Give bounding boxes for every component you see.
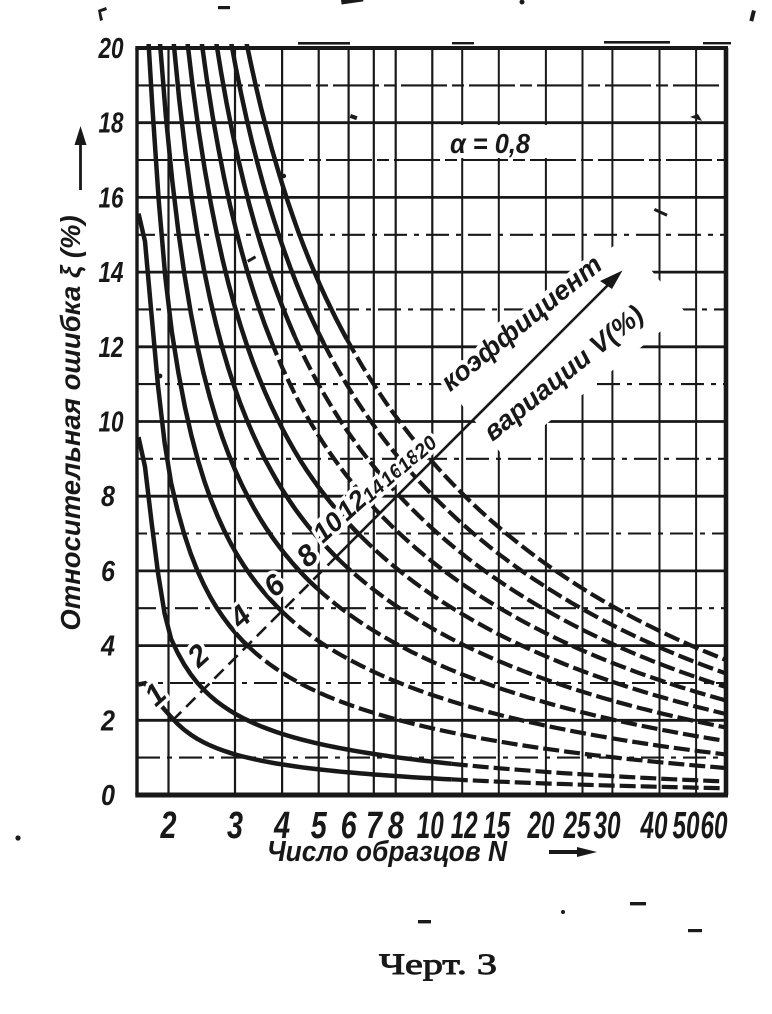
svg-text:8: 8 bbox=[101, 481, 116, 513]
svg-text:α = 0,8: α = 0,8 bbox=[450, 128, 530, 159]
svg-text:Черт. 3: Черт. 3 bbox=[379, 948, 497, 981]
svg-text:18: 18 bbox=[99, 108, 125, 140]
svg-text:6: 6 bbox=[341, 805, 358, 847]
svg-text:Число образцов N: Число образцов N bbox=[267, 836, 508, 868]
svg-text:0: 0 bbox=[101, 780, 115, 812]
svg-text:2: 2 bbox=[160, 805, 177, 847]
svg-text:3: 3 bbox=[227, 805, 243, 847]
svg-text:5: 5 bbox=[311, 805, 328, 847]
svg-text:8: 8 bbox=[388, 805, 405, 847]
svg-text:50: 50 bbox=[673, 805, 700, 847]
svg-text:60: 60 bbox=[701, 805, 728, 847]
svg-text:7: 7 bbox=[366, 805, 383, 847]
svg-text:12: 12 bbox=[451, 805, 478, 847]
svg-text:6: 6 bbox=[101, 556, 116, 588]
svg-text:15: 15 bbox=[483, 805, 511, 847]
svg-text:2: 2 bbox=[100, 705, 115, 737]
svg-text:16: 16 bbox=[99, 182, 125, 214]
svg-text:25: 25 bbox=[563, 805, 591, 847]
svg-text:20: 20 bbox=[527, 805, 555, 847]
svg-text:12: 12 bbox=[99, 332, 124, 364]
svg-text:Относительная ошибка ξ (%): Относительная ошибка ξ (%) bbox=[55, 215, 86, 630]
svg-text:4: 4 bbox=[100, 631, 115, 663]
svg-text:4: 4 bbox=[273, 805, 290, 847]
svg-text:20: 20 bbox=[98, 33, 124, 65]
svg-text:40: 40 bbox=[640, 805, 668, 847]
svg-text:10: 10 bbox=[99, 407, 124, 439]
svg-text:10: 10 bbox=[417, 805, 444, 847]
svg-text:30: 30 bbox=[594, 805, 621, 847]
svg-text:14: 14 bbox=[99, 257, 124, 289]
